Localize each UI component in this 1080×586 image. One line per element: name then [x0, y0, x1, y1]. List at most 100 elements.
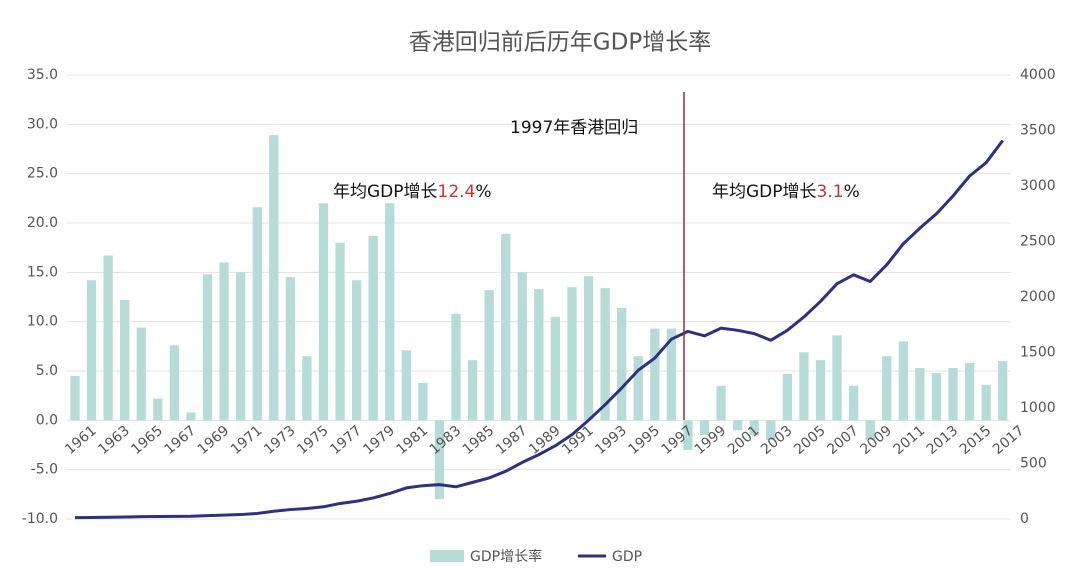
bar	[368, 235, 378, 421]
x-tick-label: 1975	[294, 423, 332, 458]
y-tick-label: 10.0	[27, 314, 58, 330]
bar	[351, 280, 362, 421]
y2-tick-label: 2000	[1020, 289, 1056, 305]
x-tick-label: 1983	[427, 423, 465, 458]
y2-tick-label: 500	[1020, 456, 1047, 472]
bar	[749, 420, 759, 436]
before-label: 年均GDP增长12.4%	[333, 182, 492, 202]
legend-label: GDP增长率	[470, 548, 542, 565]
bar	[186, 412, 196, 421]
bar	[451, 313, 461, 421]
bar	[948, 368, 958, 421]
bar	[699, 420, 710, 436]
y2-tick-label: 4000	[1020, 67, 1056, 83]
bar	[766, 420, 776, 441]
x-tick-label: 1969	[195, 423, 233, 458]
bar	[583, 276, 594, 421]
bar	[219, 262, 229, 421]
chart-title: 香港回归前后历年GDP增长率	[409, 30, 711, 56]
x-tick-label: 1973	[261, 423, 299, 458]
bar	[650, 328, 660, 421]
bar	[335, 242, 345, 421]
y-tick-label: 0.0	[36, 412, 58, 428]
bar	[815, 360, 826, 421]
bar	[285, 277, 295, 421]
after-suffix: %	[844, 182, 860, 202]
bar	[915, 368, 925, 421]
bar	[981, 384, 991, 421]
bar	[136, 327, 146, 421]
y-tick-label: 20.0	[27, 215, 58, 231]
bar	[782, 373, 792, 421]
bar	[385, 203, 395, 421]
x-tick-label: 1977	[327, 423, 365, 458]
bar	[633, 356, 643, 421]
bar	[302, 356, 312, 421]
x-tick-label: 2005	[791, 423, 829, 458]
x-tick-label: 2007	[824, 423, 862, 458]
x-tick-label: 1981	[394, 423, 432, 458]
bar	[120, 299, 130, 421]
bar	[865, 420, 875, 441]
bar	[401, 350, 411, 421]
bar	[998, 361, 1008, 421]
legend-swatch	[430, 550, 464, 562]
y-tick-label: 5.0	[36, 363, 58, 379]
x-tick-label: 1999	[692, 423, 730, 458]
x-tick-label: 2003	[758, 423, 796, 458]
x-tick-label: 1979	[360, 423, 398, 458]
bar	[832, 335, 842, 421]
bar	[202, 274, 213, 421]
y2-tick-label: 1000	[1020, 400, 1056, 416]
bar	[103, 255, 113, 421]
x-tick-label: 1993	[592, 423, 630, 458]
after-label: 年均GDP增长3.1%	[712, 182, 860, 202]
bar	[799, 352, 809, 421]
y-tick-label: 35.0	[27, 67, 58, 83]
y-tick-label: 25.0	[27, 166, 58, 182]
y-tick-label: 30.0	[27, 116, 58, 132]
after-value: 3.1	[817, 182, 844, 202]
bar	[733, 420, 743, 431]
y-tick-label: -10.0	[22, 511, 58, 527]
bar	[252, 207, 262, 421]
bar	[931, 372, 942, 421]
bar	[617, 307, 627, 421]
y-tick-label: 15.0	[27, 264, 58, 280]
bar	[517, 272, 527, 421]
bar	[153, 398, 163, 421]
bar	[600, 288, 610, 421]
bar	[318, 203, 329, 421]
x-tick-label: 1971	[228, 423, 266, 458]
before-suffix: %	[475, 182, 491, 202]
x-tick-label: 1965	[128, 423, 166, 458]
y-tick-label: -5.0	[31, 462, 58, 478]
legend-label: GDP	[612, 549, 642, 565]
bar	[882, 356, 892, 421]
bar	[70, 375, 80, 421]
x-tick-label: 1987	[493, 423, 531, 458]
x-tick-label: 1995	[625, 423, 663, 458]
bar	[666, 328, 677, 421]
bar	[550, 316, 561, 421]
x-tick-label: 2015	[957, 423, 995, 458]
bar	[86, 280, 97, 421]
bar	[418, 382, 428, 421]
bar	[567, 287, 577, 421]
bar	[964, 363, 975, 421]
x-tick-label: 1967	[162, 423, 200, 458]
bar	[484, 290, 494, 421]
y2-tick-label: 3500	[1020, 123, 1056, 139]
before-value: 12.4	[438, 182, 476, 202]
bar	[848, 385, 859, 421]
x-tick-label: 2009	[857, 423, 895, 458]
y2-tick-label: 0	[1020, 511, 1029, 527]
x-tick-label: 1961	[62, 423, 100, 458]
handover-label: 1997年香港回归	[510, 118, 638, 138]
bar	[501, 233, 511, 421]
x-tick-label: 1963	[95, 423, 133, 458]
bar	[898, 341, 908, 421]
bar	[683, 420, 693, 450]
bar	[534, 289, 544, 421]
